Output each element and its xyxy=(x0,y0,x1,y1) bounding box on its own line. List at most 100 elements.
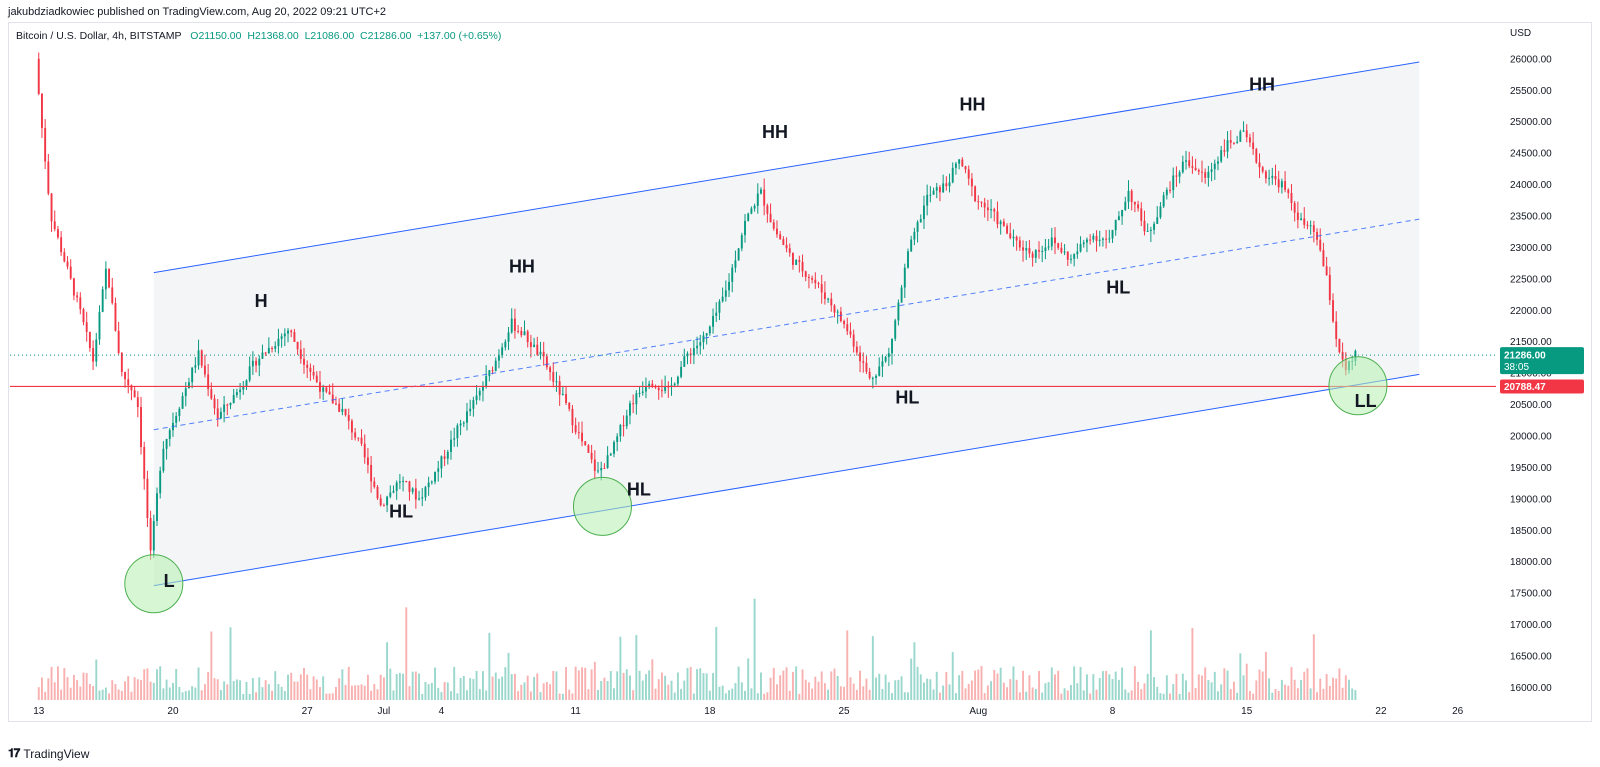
candle-body xyxy=(488,370,491,377)
volume-bar xyxy=(85,673,88,700)
volume-bar xyxy=(1117,679,1120,700)
candle-body xyxy=(1092,235,1095,240)
volume-bar xyxy=(162,688,165,700)
symbol-legend: Bitcoin / U.S. Dollar, 4h, BITSTAMP O211… xyxy=(16,30,501,42)
volume-bar xyxy=(753,598,756,700)
volume-bar xyxy=(1025,691,1028,700)
volume-bar xyxy=(1095,689,1098,700)
volume-bar xyxy=(258,677,261,700)
volume-bar xyxy=(159,666,162,700)
volume-bar xyxy=(280,686,283,700)
candle-body xyxy=(769,213,772,223)
candle-body xyxy=(629,403,631,416)
volume-bar xyxy=(1092,674,1095,700)
candle-body xyxy=(92,348,95,362)
volume-bar xyxy=(120,690,123,700)
y-tick-label: 24500.00 xyxy=(1510,149,1552,160)
volume-bar xyxy=(37,687,40,700)
candle-body xyxy=(1354,350,1357,362)
volume-bar xyxy=(152,683,155,700)
candle-body xyxy=(932,190,935,195)
volume-bar xyxy=(932,689,935,700)
volume-bar xyxy=(967,683,970,700)
x-tick-label: 11 xyxy=(570,706,581,717)
volume-bar xyxy=(1201,675,1203,700)
candle-body xyxy=(466,411,468,423)
candle-body xyxy=(878,366,881,376)
volume-bar xyxy=(335,686,337,700)
y-tick-label: 18500.00 xyxy=(1510,526,1552,537)
candle-body xyxy=(114,303,117,331)
candle-body xyxy=(76,295,79,298)
ohlc-low: L21086.00 xyxy=(304,30,355,42)
candle-body xyxy=(223,404,226,412)
volume-bar xyxy=(1098,678,1101,700)
candle-body xyxy=(1060,247,1063,253)
volume-bar xyxy=(1143,683,1146,700)
volume-bar xyxy=(644,674,647,700)
candle-body xyxy=(235,392,238,396)
candle-body xyxy=(558,381,561,395)
candle-body xyxy=(261,352,264,359)
candle-body xyxy=(935,187,938,191)
volume-bar xyxy=(290,672,293,700)
volume-bar xyxy=(456,693,459,700)
candle-body xyxy=(88,331,91,349)
volume-bar xyxy=(747,658,750,700)
footer-brand[interactable]: 𝟏𝟕 TradingView xyxy=(8,746,89,761)
candle-body xyxy=(990,209,993,211)
volume-bar xyxy=(836,675,839,700)
volume-bar xyxy=(798,693,801,700)
y-tick-label: 22500.00 xyxy=(1510,274,1552,285)
volume-bar xyxy=(622,672,625,700)
volume-bar xyxy=(446,682,449,700)
candle-body xyxy=(574,425,577,433)
candle-body xyxy=(1274,175,1277,180)
candle-body xyxy=(1130,190,1133,202)
volume-bar xyxy=(708,690,711,700)
volume-bar xyxy=(1226,670,1229,700)
candle-body xyxy=(683,356,686,367)
volume-bar xyxy=(692,693,695,700)
volume-bar xyxy=(386,642,389,700)
candle-body xyxy=(817,283,820,285)
y-tick-label: 24000.00 xyxy=(1510,180,1552,191)
volume-bar xyxy=(1271,692,1274,700)
candle-body xyxy=(216,408,219,419)
volume-bar xyxy=(296,681,299,700)
candle-body xyxy=(1038,250,1040,252)
candle-body xyxy=(1149,229,1152,231)
candle-body xyxy=(641,391,644,393)
volume-bar xyxy=(577,670,580,700)
volume-bar xyxy=(980,666,983,700)
symbol-name[interactable]: Bitcoin / U.S. Dollar, 4h, BITSTAMP xyxy=(16,30,182,42)
candle-layer xyxy=(37,52,1357,560)
volume-bar xyxy=(370,690,373,700)
candle-body xyxy=(322,387,325,392)
candle-body xyxy=(504,341,507,348)
candle-body xyxy=(274,346,277,349)
volume-bar xyxy=(635,635,638,700)
volume-bar xyxy=(136,679,139,700)
volume-bar xyxy=(98,690,101,700)
volume-bar xyxy=(453,666,456,700)
candle-body xyxy=(836,311,839,313)
volume-bar xyxy=(66,677,69,700)
candle-body xyxy=(315,375,318,383)
candle-body xyxy=(453,438,456,440)
candle-body xyxy=(1124,201,1127,210)
countdown-label: 38:05 xyxy=(1504,362,1529,373)
y-tick-label: 19500.00 xyxy=(1510,463,1552,474)
volume-bar xyxy=(111,680,114,700)
candle-body xyxy=(207,374,210,390)
volume-bar xyxy=(229,627,232,700)
volume-bar xyxy=(1082,690,1085,700)
candle-body xyxy=(680,366,683,377)
candle-body xyxy=(536,344,539,355)
candle-body xyxy=(69,266,72,279)
candle-body xyxy=(1165,189,1168,196)
volume-bar xyxy=(226,684,229,700)
candle-body xyxy=(159,470,162,494)
volume-bar xyxy=(1133,666,1136,700)
